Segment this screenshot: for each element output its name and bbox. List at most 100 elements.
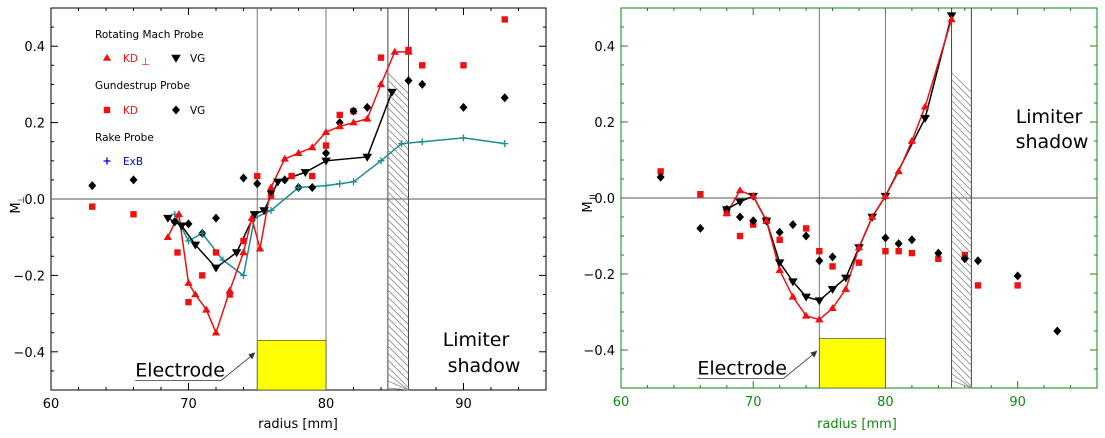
hatch-line — [951, 72, 972, 93]
rotating-vg-point — [774, 259, 785, 268]
hatch-line — [387, 324, 409, 346]
rotating-vg-point — [362, 153, 373, 162]
rotating-kd-point — [788, 292, 798, 300]
gundestrup-vg-point — [974, 256, 982, 266]
rotating-vg-point — [300, 169, 311, 177]
gundestrup-kd-point — [185, 298, 192, 306]
exb-point — [501, 140, 509, 148]
hatch-line — [387, 121, 409, 143]
hatch-line — [387, 310, 409, 332]
hatch-line — [387, 373, 409, 391]
rotating-kd-point — [266, 183, 276, 191]
gundestrup-vg-point — [253, 179, 262, 189]
series-lines — [167, 51, 505, 335]
hatch-line — [387, 163, 409, 185]
gundestrup-vg-point — [239, 173, 248, 183]
exb-point — [240, 271, 247, 279]
hatch-line — [387, 303, 409, 325]
gundestrup-kd-point — [816, 248, 823, 255]
gundestrup-kd-point — [855, 259, 863, 266]
legend-vg-label: VG — [190, 53, 205, 65]
gundestrup-kd-point — [419, 62, 426, 69]
legend-group-title: Rotating Mach Probe — [95, 29, 204, 41]
rotating-vg-point — [211, 264, 221, 273]
shadow-hatch — [951, 72, 972, 389]
gundestrup-vg-point — [349, 106, 358, 116]
rotating-vg-point — [163, 214, 173, 223]
rotating-kd-point — [174, 210, 184, 218]
gundestrup-vg-point — [184, 219, 193, 229]
y-tick-label: −0.2 — [13, 269, 45, 284]
legend-kd-label: KD — [123, 53, 138, 65]
rotating-kd-point — [349, 118, 358, 126]
y-tick-label: −0.2 — [583, 268, 615, 283]
hatch-line — [387, 359, 409, 381]
exb-point — [398, 140, 406, 148]
gundestrup-vg-point — [736, 212, 744, 222]
series-line-vg — [726, 15, 953, 302]
hatch-line — [951, 380, 972, 389]
hatch-line — [951, 156, 972, 177]
hatch-line — [387, 254, 409, 276]
hatch-line — [387, 380, 409, 391]
legend-vg-marker — [171, 54, 181, 63]
y-tick-label: 0.0 — [594, 192, 615, 207]
gundestrup-vg-point — [934, 248, 943, 258]
gundestrup-vg-point — [775, 227, 784, 237]
hatch-line — [951, 86, 972, 107]
rotating-kd-point — [294, 149, 303, 156]
hatch-line — [387, 156, 409, 178]
electrode-rect — [819, 338, 886, 389]
rotating-kd-point — [163, 233, 173, 240]
legend-gkd-label: KD — [123, 105, 138, 117]
hatch-line — [387, 247, 409, 269]
gundestrup-vg-point — [828, 252, 837, 262]
gundestrup-kd-point — [657, 168, 664, 175]
hatch-line — [387, 205, 409, 227]
hatch-line — [387, 191, 409, 213]
gundestrup-vg-point — [802, 231, 811, 241]
gundestrup-kd-point — [895, 248, 902, 255]
hatch-line — [951, 345, 972, 366]
exb-point — [377, 157, 385, 165]
x-tick-label: 90 — [1009, 395, 1026, 410]
hatch-line — [387, 184, 409, 206]
hatch-line — [951, 170, 972, 191]
gundestrup-kd-point — [89, 203, 96, 210]
hatch-line — [387, 282, 409, 304]
hatch-line — [387, 79, 409, 101]
legend-gvg-label: VG — [190, 105, 205, 117]
hatch-line — [387, 345, 409, 367]
gundestrup-vg-point — [1013, 271, 1022, 281]
gundestrup-vg-point — [894, 239, 903, 249]
hatch-line — [387, 240, 409, 262]
gundestrup-kd-point — [1014, 282, 1021, 289]
rotating-kd-point — [390, 47, 399, 55]
hatch-line — [951, 191, 972, 212]
gundestrup-kd-point — [322, 142, 330, 149]
hatch-line — [951, 289, 972, 310]
hatch-line — [387, 72, 409, 94]
gundestrup-kd-point — [501, 16, 508, 23]
gundestrup-vg-point — [696, 223, 705, 233]
hatch-line — [387, 149, 409, 171]
rotating-kd-point — [335, 122, 344, 130]
limiter-label-line2: shadow — [1016, 131, 1089, 153]
gundestrup-kd-point — [288, 172, 295, 180]
rotating-kd-point — [749, 191, 758, 199]
hatch-line — [387, 142, 409, 164]
hatch-line — [387, 261, 409, 283]
limiter-label-line2: shadow — [448, 355, 521, 377]
rotating-vg-point — [788, 278, 798, 287]
legend-group-title: Rake Probe — [95, 132, 154, 144]
gundestrup-kd-point — [309, 172, 316, 180]
x-axis-label: radius [mm] — [258, 417, 338, 432]
gundestrup-kd-point — [254, 172, 261, 180]
gundestrup-kd-point — [336, 111, 343, 119]
hatch-line — [951, 212, 972, 233]
gundestrup-kd-point — [212, 249, 220, 256]
series-line-exb — [174, 137, 505, 277]
hatch-line — [387, 296, 409, 318]
rotating-kd-point — [762, 216, 771, 224]
hatch-line — [951, 79, 972, 100]
